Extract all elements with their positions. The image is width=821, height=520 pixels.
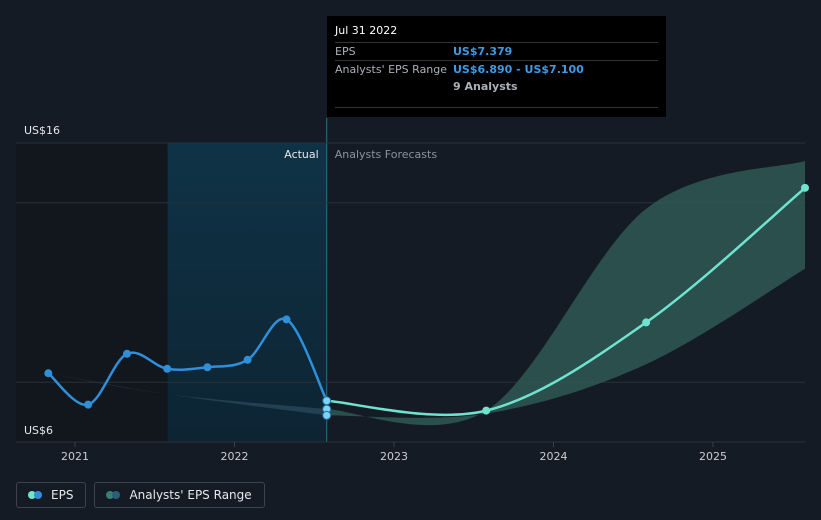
- forecast-range-band: [326, 160, 805, 426]
- past-region: [16, 143, 168, 442]
- tooltip-range-value: US$6.890 - US$7.100: [453, 63, 584, 76]
- legend-eps-label: EPS: [51, 488, 74, 502]
- range-swatch-icon: [106, 491, 122, 499]
- legend: EPS Analysts' EPS Range: [16, 482, 265, 508]
- tooltip-eps-label: EPS: [335, 45, 356, 58]
- legend-range-button[interactable]: Analysts' EPS Range: [94, 482, 265, 508]
- tooltip-eps-row: EPS US$7.379: [335, 42, 658, 60]
- eps-point: [243, 355, 252, 364]
- eps-point: [44, 369, 53, 378]
- eps-point: [203, 363, 212, 372]
- past-range-band: [48, 373, 327, 416]
- tooltip-analysts-count: 9 Analysts: [453, 80, 518, 93]
- tooltip-eps-value: US$7.379: [453, 45, 513, 58]
- forecast-point: [801, 183, 809, 192]
- x-tick-label: 2023: [380, 450, 408, 463]
- eps-point: [282, 315, 291, 324]
- eps-point: [123, 349, 132, 358]
- legend-eps-button[interactable]: EPS: [16, 482, 87, 508]
- eps-swatch-icon: [28, 491, 44, 499]
- eps-point: [84, 400, 93, 409]
- x-tick-label: 2021: [61, 450, 89, 463]
- y-tick-label: US$6: [24, 424, 53, 437]
- tooltip-date: Jul 31 2022: [335, 24, 398, 37]
- range-low-point: [322, 410, 332, 420]
- eps-point: [322, 396, 332, 406]
- y-tick-label: US$16: [24, 124, 60, 137]
- forecast-point: [642, 318, 651, 327]
- x-tick-label: 2025: [699, 450, 727, 463]
- actual-highlight-region: [167, 143, 327, 442]
- actual-label: Actual: [284, 148, 318, 161]
- forecast-point: [482, 406, 491, 415]
- x-tick-label: 2022: [221, 450, 249, 463]
- tooltip-divider: [335, 107, 658, 108]
- tooltip-range-row: Analysts' EPS Range US$6.890 - US$7.100: [335, 60, 658, 78]
- tooltip-analysts-row: 9 Analysts: [335, 78, 658, 95]
- legend-range-label: Analysts' EPS Range: [129, 488, 252, 502]
- tooltip: Jul 31 2022 EPS US$7.379 Analysts' EPS R…: [327, 16, 666, 117]
- x-tick-label: 2024: [540, 450, 568, 463]
- forecast-eps-line: [326, 186, 805, 417]
- tooltip-range-label: Analysts' EPS Range: [335, 63, 448, 76]
- forecast-label: Analysts Forecasts: [335, 148, 438, 161]
- eps-point: [163, 364, 172, 373]
